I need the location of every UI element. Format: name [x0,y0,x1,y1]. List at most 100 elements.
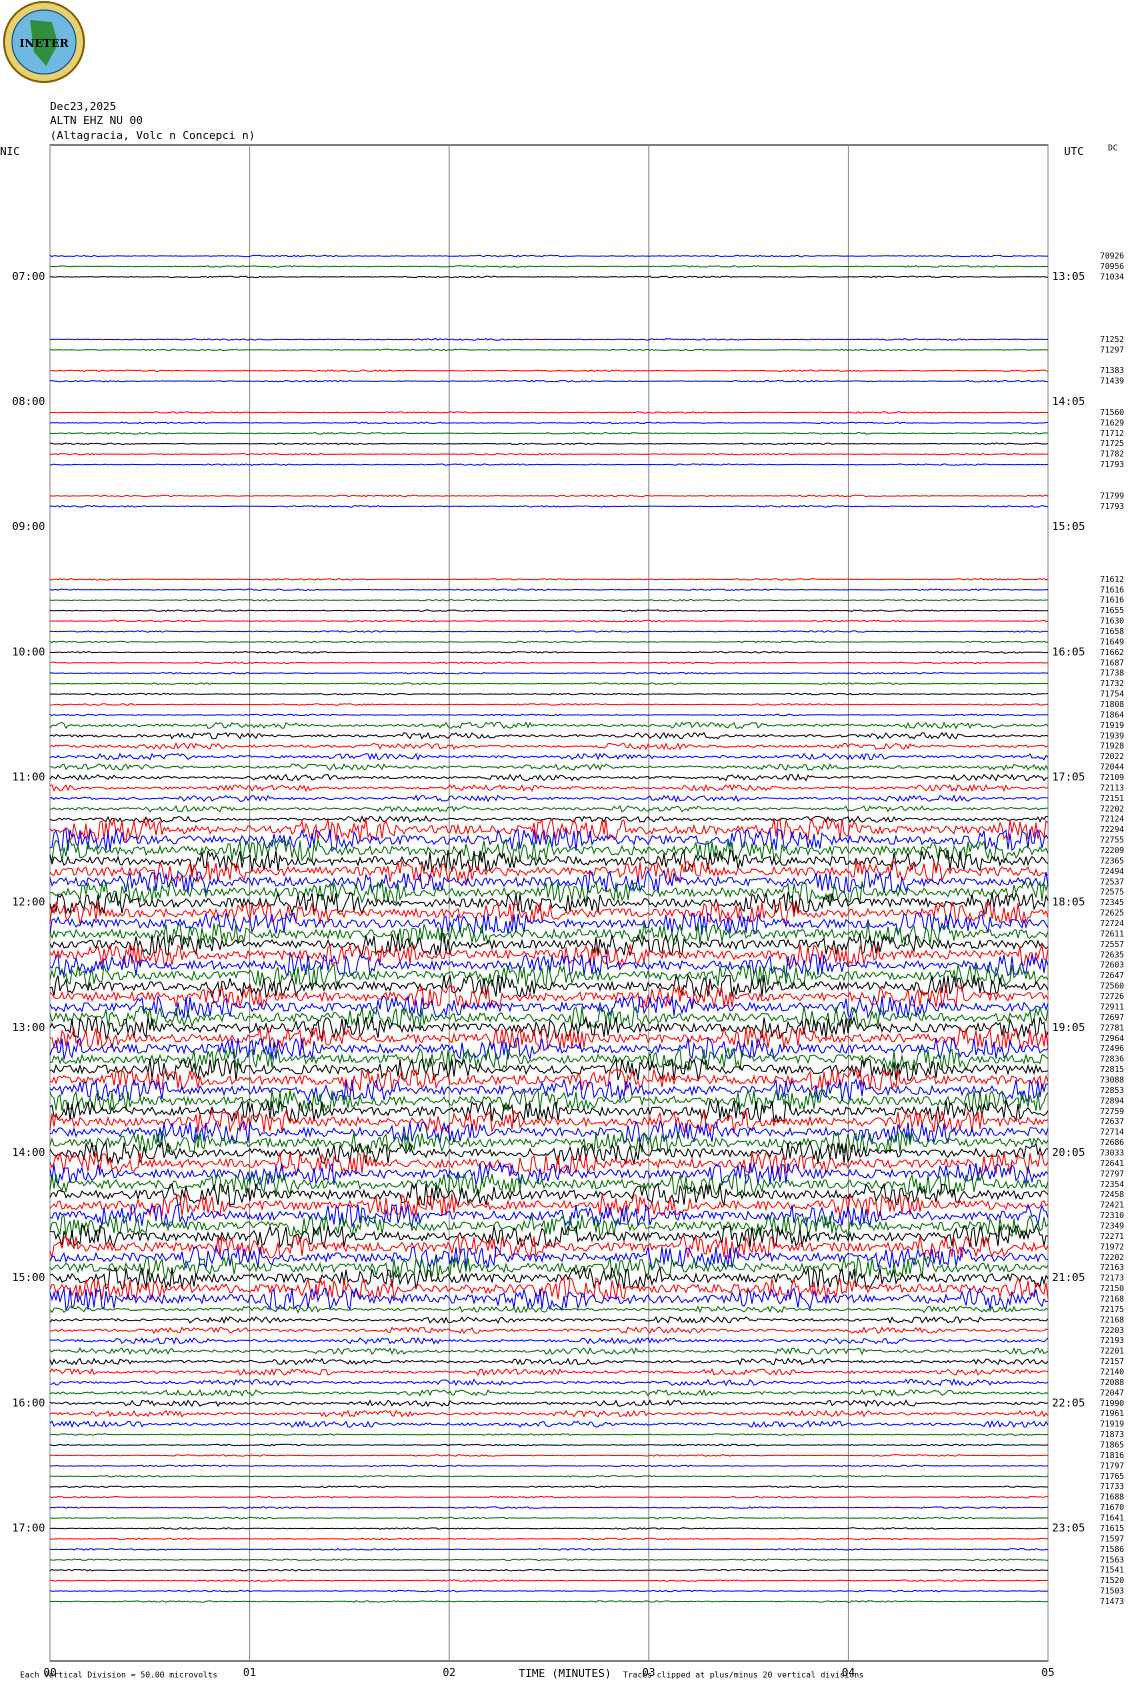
trace-offset: 71630 [1100,617,1124,626]
trace [49,731,1049,740]
right-time: 17:05 [1052,771,1085,784]
trace-offset: 71816 [1100,1451,1124,1460]
trace-offset: 72349 [1100,1221,1124,1230]
trace-offset: 72494 [1100,867,1124,876]
x-label: TIME (MINUTES) [519,1667,612,1680]
x-tick-label: 02 [443,1666,456,1679]
trace-offset: 72168 [1100,1315,1124,1324]
footer-right: Traces clipped at plus/minus 20 vertical… [623,1671,864,1680]
trace-offset: 72168 [1100,1295,1124,1304]
right-time: 19:05 [1052,1021,1085,1034]
trace [49,494,1049,498]
trace [49,943,1049,968]
trace [49,783,1049,793]
trace [49,1244,1049,1270]
trace-offset: 71939 [1100,731,1124,740]
trace-offset: 72797 [1100,1169,1124,1178]
trace-offset: 72113 [1100,783,1124,792]
trace [49,721,1049,730]
trace-offset: 72611 [1100,929,1124,938]
trace [49,692,1049,696]
left-time: 07:00 [12,270,45,283]
trace [49,1151,1049,1176]
trace-offset: 71297 [1100,345,1124,354]
trace-offset: 72458 [1100,1190,1124,1199]
trace-offset: 71990 [1100,1399,1124,1408]
trace-offset: 72714 [1100,1128,1124,1137]
right-label: UTC [1064,145,1084,158]
left-time: 15:00 [12,1271,45,1284]
trace-offset: 72641 [1100,1159,1124,1168]
trace [49,815,1049,824]
right-time: 21:05 [1052,1271,1085,1284]
trace-offset: 72759 [1100,1107,1124,1116]
trace-offset: 72310 [1100,1211,1124,1220]
trace-offset: 71439 [1100,377,1124,386]
trace [49,1443,1049,1447]
trace-offset: 71797 [1100,1461,1124,1470]
trace [49,1068,1049,1092]
x-tick-label: 05 [1041,1666,1054,1679]
trace [49,1255,1049,1281]
left-time: 08:00 [12,395,45,408]
right-time: 15:05 [1052,520,1085,533]
trace [49,338,1049,341]
trace-offset: 71649 [1100,637,1124,646]
trace-offset: 70926 [1100,252,1124,261]
trace-offset: 72109 [1100,773,1124,782]
logo: INETER [3,1,85,83]
trace-offset: 72022 [1100,752,1124,761]
trace [49,1276,1049,1301]
trace-offset: 71383 [1100,366,1124,375]
trace [49,1409,1049,1418]
trace-offset: 72151 [1100,794,1124,803]
trace [49,1130,1049,1155]
trace-offset: 71662 [1100,648,1124,657]
trace [49,682,1049,685]
trace [50,1527,1049,1530]
trace-offset: 72140 [1100,1368,1124,1377]
trace-offset: 71725 [1100,439,1124,448]
trace-offset: 72175 [1100,1305,1124,1314]
trace [49,619,1049,623]
trace [49,1005,1049,1031]
trace-offset: 72047 [1100,1388,1124,1397]
trace [50,828,1049,853]
left-time: 13:00 [12,1021,45,1034]
date: Dec23,2025 [50,100,116,113]
trace-offset: 73033 [1100,1148,1124,1157]
trace-offset: 71503 [1100,1587,1124,1596]
trace [49,741,1049,751]
trace-offset: 71873 [1100,1430,1124,1439]
trace [49,1516,1048,1520]
trace-offset: 71961 [1100,1409,1124,1418]
trace-offset: 72365 [1100,856,1124,865]
trace-offset: 71616 [1100,585,1124,594]
trace [49,1589,1049,1593]
trace-offset: 72625 [1100,909,1124,918]
trace [50,463,1049,466]
trace-offset: 72836 [1100,1055,1124,1064]
trace-offset: 72686 [1100,1138,1124,1147]
trace-offset: 72853 [1100,1086,1124,1095]
trace-offset: 71919 [1100,1420,1124,1429]
trace [49,1099,1049,1124]
trace [49,505,1049,508]
trace [49,912,1049,936]
trace [49,1464,1049,1468]
trace [49,1015,1049,1041]
trace-offset: 71972 [1100,1242,1124,1251]
trace-offset: 72815 [1100,1065,1124,1074]
trace-offset: 72560 [1100,982,1124,991]
trace [49,369,1049,373]
trace [49,1161,1049,1187]
trace-offset: 72124 [1100,815,1124,824]
trace [49,1213,1049,1238]
trace [49,932,1049,957]
trace [49,984,1049,1009]
trace [49,1182,1049,1207]
trace [49,1037,1049,1061]
trace [49,452,1049,456]
trace [49,1315,1049,1325]
x-tick-label: 00 [43,1666,56,1679]
